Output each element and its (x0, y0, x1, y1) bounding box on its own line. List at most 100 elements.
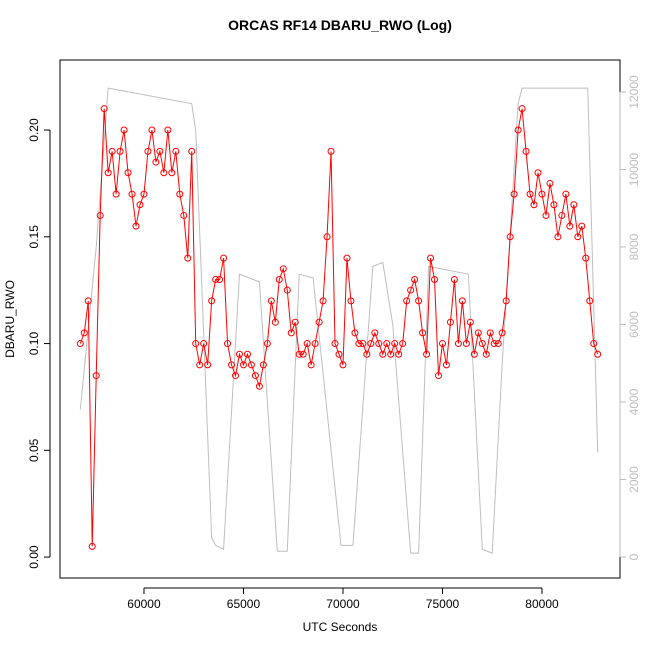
data-point (168, 169, 176, 177)
y-tick-label: 0.05 (27, 438, 41, 462)
data-point (562, 190, 570, 198)
chart-title: ORCAS RF14 DBARU_RWO (Log) (228, 17, 452, 33)
data-point (411, 275, 419, 283)
data-point (458, 297, 466, 305)
data-point (466, 318, 474, 326)
data-point (383, 340, 391, 348)
data-point (236, 350, 244, 358)
y2-tick-label: 6000 (627, 311, 641, 338)
data-point (478, 340, 486, 348)
data-point (323, 233, 331, 241)
data-point (172, 147, 180, 155)
data-point (399, 340, 407, 348)
data-point (180, 211, 188, 219)
data-point (327, 147, 335, 155)
data-point (355, 340, 363, 348)
data-point (518, 105, 526, 113)
data-point (363, 350, 371, 358)
data-point (578, 222, 586, 230)
data-point (534, 169, 542, 177)
data-point (311, 340, 319, 348)
data-point (494, 340, 502, 348)
data-point (542, 211, 550, 219)
data-point (490, 340, 498, 348)
data-point (188, 147, 196, 155)
data-point (435, 372, 443, 380)
data-point (124, 169, 132, 177)
data-point (343, 254, 351, 262)
y-tick-label: 0.10 (27, 332, 41, 356)
data-point (514, 126, 522, 134)
data-point (263, 340, 271, 348)
data-point (239, 361, 247, 369)
data-point (391, 340, 399, 348)
data-point (351, 329, 359, 337)
data-point (590, 340, 598, 348)
data-point (419, 329, 427, 337)
data-point (454, 340, 462, 348)
data-point (96, 211, 104, 219)
y-tick-label: 0.15 (27, 225, 41, 249)
data-point (506, 233, 514, 241)
data-point (100, 105, 108, 113)
data-point (259, 361, 267, 369)
data-point (522, 147, 530, 155)
data-point (160, 169, 168, 177)
data-point (586, 297, 594, 305)
data-point (387, 350, 395, 358)
y2-tick-label: 2000 (627, 466, 641, 493)
data-point (267, 297, 275, 305)
plot-box (59, 59, 621, 579)
data-point (136, 201, 144, 209)
data-point (291, 318, 299, 326)
data-point (582, 254, 590, 262)
data-point (232, 372, 240, 380)
x-tick-label: 60000 (127, 597, 161, 611)
data-point (164, 126, 172, 134)
data-point (208, 297, 216, 305)
data-point (152, 158, 160, 166)
data-point (228, 361, 236, 369)
data-point (92, 372, 100, 380)
data-point (84, 297, 92, 305)
data-point (196, 361, 204, 369)
data-point (279, 265, 287, 273)
data-point (498, 329, 506, 337)
data-point (204, 361, 212, 369)
data-point (140, 190, 148, 198)
data-point (431, 275, 439, 283)
data-point (80, 329, 88, 337)
y2-tick-label: 0 (627, 553, 641, 560)
data-point (367, 340, 375, 348)
x-tick-label: 80000 (525, 597, 559, 611)
data-point (347, 297, 355, 305)
data-point (120, 126, 128, 134)
data-point (558, 211, 566, 219)
data-point (486, 329, 494, 337)
data-point (243, 350, 251, 358)
data-point (538, 190, 546, 198)
data-point (156, 147, 164, 155)
data-point (331, 340, 339, 348)
series-line (79, 87, 599, 554)
data-point (200, 340, 208, 348)
data-point (423, 350, 431, 358)
data-point (251, 372, 259, 380)
data-point (319, 297, 327, 305)
data-point (438, 340, 446, 348)
data-point (339, 361, 347, 369)
data-point (554, 233, 562, 241)
x-tick-label: 65000 (227, 597, 261, 611)
series-line (79, 108, 599, 547)
data-point (442, 361, 450, 369)
data-point (128, 190, 136, 198)
data-point (335, 350, 343, 358)
data-point (283, 286, 291, 294)
data-point (275, 275, 283, 283)
data-point (427, 254, 435, 262)
data-point (546, 179, 554, 187)
data-point (403, 297, 411, 305)
data-point (224, 340, 232, 348)
data-point (108, 147, 116, 155)
